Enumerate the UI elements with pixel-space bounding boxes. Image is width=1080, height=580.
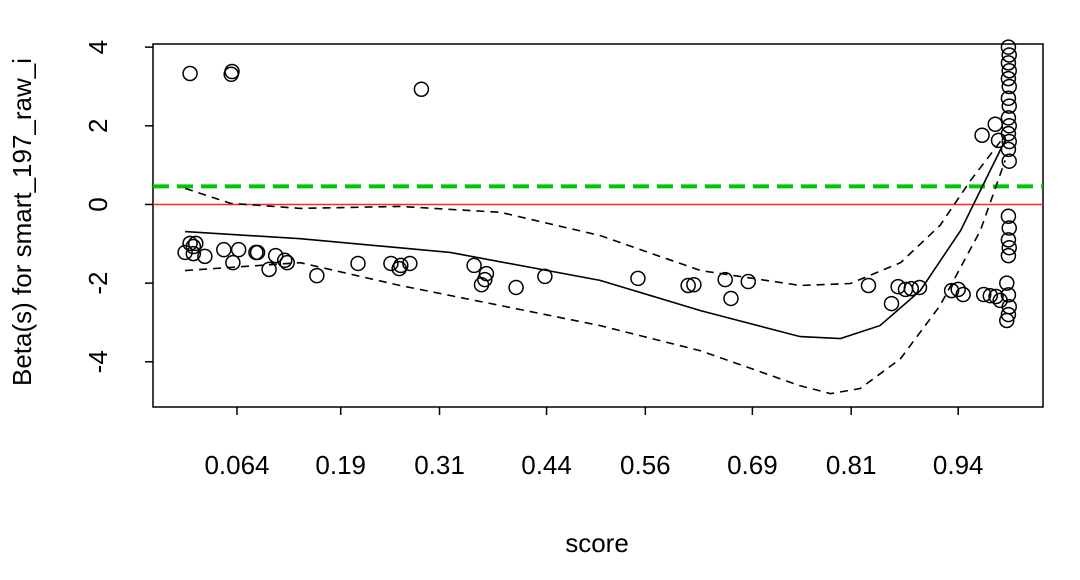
point xyxy=(393,257,409,274)
point xyxy=(975,286,992,303)
point xyxy=(1001,239,1017,256)
point xyxy=(987,116,1003,132)
y-tick-label: 2 xyxy=(83,119,113,133)
y-tick-label: -4 xyxy=(83,350,113,373)
x-tick-label: 0.56 xyxy=(620,450,671,480)
y-axis-label: Beta(s) for smart_197_raw_i xyxy=(7,58,37,386)
point xyxy=(224,63,240,80)
point xyxy=(1000,39,1017,55)
y-tick-label: 4 xyxy=(83,40,113,54)
x-tick-label: 0.81 xyxy=(826,450,877,480)
point xyxy=(182,235,198,252)
point xyxy=(402,255,418,272)
point xyxy=(477,271,493,288)
point xyxy=(182,65,198,82)
point xyxy=(883,295,900,312)
x-tick-label: 0.064 xyxy=(204,450,269,480)
point xyxy=(1001,133,1017,150)
point xyxy=(261,261,277,278)
point xyxy=(982,287,999,304)
point xyxy=(1001,153,1017,169)
point xyxy=(225,254,241,271)
x-tick-label: 0.69 xyxy=(727,450,778,480)
point xyxy=(717,271,733,288)
fit-line xyxy=(185,139,1006,340)
x-tick-label: 0.94 xyxy=(933,450,984,480)
point xyxy=(1001,98,1017,114)
point xyxy=(974,127,990,143)
point xyxy=(1000,125,1017,142)
point xyxy=(740,273,757,290)
point xyxy=(473,276,490,293)
point xyxy=(950,281,966,298)
confidence-band xyxy=(184,134,1006,287)
point xyxy=(630,270,646,287)
point xyxy=(197,248,213,265)
point xyxy=(860,277,877,294)
point xyxy=(1000,90,1017,107)
point xyxy=(1000,306,1017,323)
point xyxy=(1000,208,1017,225)
point xyxy=(185,238,202,255)
point xyxy=(279,254,295,271)
x-axis-label: score xyxy=(565,528,629,558)
confidence-band xyxy=(185,160,1006,395)
point xyxy=(686,276,702,293)
point xyxy=(185,245,202,262)
point xyxy=(188,235,204,252)
point xyxy=(911,279,928,296)
point xyxy=(413,81,430,97)
point xyxy=(1000,232,1017,248)
point xyxy=(1001,220,1017,236)
point xyxy=(508,279,524,296)
point xyxy=(478,265,495,282)
point xyxy=(216,241,232,258)
point xyxy=(309,267,325,284)
point xyxy=(680,277,696,294)
point xyxy=(943,282,960,299)
point xyxy=(1000,141,1017,158)
point xyxy=(903,280,920,297)
point xyxy=(1001,78,1017,95)
point xyxy=(383,255,399,272)
point xyxy=(999,312,1015,329)
point xyxy=(1000,110,1017,126)
x-tick-label: 0.44 xyxy=(521,450,572,480)
x-tick-label: 0.31 xyxy=(414,450,465,480)
point xyxy=(466,257,482,274)
y-tick-label: 0 xyxy=(83,197,113,211)
point xyxy=(1001,118,1017,134)
x-tick-label: 0.19 xyxy=(315,450,366,480)
point xyxy=(230,241,247,258)
point xyxy=(1001,47,1017,63)
point xyxy=(249,244,266,261)
point xyxy=(1000,55,1017,71)
plot-box xyxy=(152,43,1044,408)
point xyxy=(1000,287,1017,303)
point xyxy=(999,275,1015,291)
point xyxy=(1001,62,1017,79)
point xyxy=(1000,70,1017,87)
point xyxy=(276,252,293,269)
point xyxy=(955,286,971,303)
point xyxy=(267,247,284,264)
point xyxy=(1000,247,1017,264)
point xyxy=(350,255,366,272)
point xyxy=(177,244,193,261)
y-tick-label: -2 xyxy=(83,272,113,295)
point xyxy=(988,288,1004,305)
point xyxy=(723,290,739,307)
point xyxy=(537,268,553,285)
